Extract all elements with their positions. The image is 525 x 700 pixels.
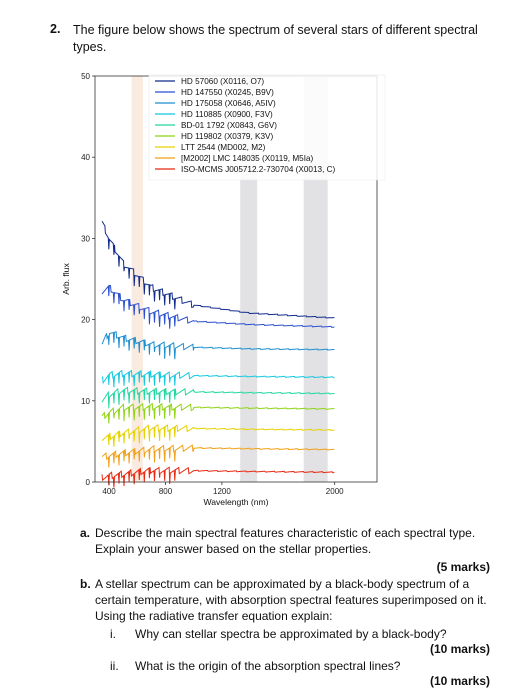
legend-entry: [M2002] LMC 148035 (X0119, M5Ia) <box>181 154 314 163</box>
series-line-1 <box>101 284 335 329</box>
part-a-text: Describe the main spectral features char… <box>95 526 476 556</box>
x-ticks: 400 800 1200 2000 <box>102 482 344 496</box>
y-ticks: 0 10 20 30 40 50 <box>81 72 95 487</box>
series-line-0 <box>101 220 335 319</box>
y-tick-label: 30 <box>81 234 90 243</box>
x-tick-label: 800 <box>159 487 173 496</box>
y-tick-label: 40 <box>81 153 90 162</box>
part-b-i-marks: (10 marks) <box>429 642 490 656</box>
series-line-4 <box>101 386 335 409</box>
legend-entry: LTT 2544 (MD002, M2) <box>181 143 266 152</box>
series-line-8 <box>101 466 335 488</box>
legend-entry: HD 147550 (X0245, B9V) <box>181 88 274 97</box>
part-b-text: A stellar spectrum can be approximated b… <box>95 577 487 623</box>
question-text: The figure below shows the spectrum of s… <box>73 23 478 54</box>
x-tick-label: 2000 <box>326 487 344 496</box>
series-line-3 <box>101 369 335 388</box>
series-line-5 <box>101 402 335 424</box>
part-b-label: b. <box>80 577 91 591</box>
legend-entry: ISO-MCMS J005712.2-730704 (X0013, C) <box>181 165 336 174</box>
y-tick-label: 20 <box>81 316 90 325</box>
y-axis-label: Arb. flux <box>61 263 71 295</box>
legend-entry: HD 57060 (X0116, O7) <box>181 77 264 86</box>
series-line-6 <box>101 424 335 447</box>
series-line-2 <box>101 331 335 360</box>
legend-box <box>148 74 386 181</box>
part-b-i-text: Why can stellar spectra be approximated … <box>135 627 447 641</box>
spectrum-chart: 0 10 20 30 40 50 400 800 1200 2000 Wavelength (n… <box>61 72 386 507</box>
legend: HD 57060 (X0116, O7) HD 147550 (X0245, B9… <box>148 74 386 181</box>
legend-entry: HD 175058 (X0646, A5IV) <box>181 99 276 108</box>
legend-entry: HD 110885 (X0900, F3V) <box>181 110 273 119</box>
legend-entry: HD 119802 (X0379, K3V) <box>181 132 274 141</box>
x-tick-label: 400 <box>102 487 116 496</box>
y-tick-label: 10 <box>81 397 90 406</box>
legend-entry: BD-01 1792 (X0843, G6V) <box>181 121 277 130</box>
series-layer <box>101 220 335 488</box>
part-b-ii-label: ii. <box>110 659 119 673</box>
shaded-band-0 <box>131 76 143 482</box>
x-tick-label: 1200 <box>213 487 231 496</box>
part-b-ii-text: What is the origin of the absorption spe… <box>135 659 401 673</box>
question-number: 2. <box>50 22 61 36</box>
series-line-7 <box>101 444 335 468</box>
y-tick-label: 50 <box>81 72 90 81</box>
part-a-marks: (5 marks) <box>436 560 490 574</box>
y-tick-label: 0 <box>86 478 91 487</box>
part-b-i-label: i. <box>110 627 116 641</box>
part-a-label: a. <box>80 526 91 540</box>
x-axis-label: Wavelength (nm) <box>203 497 268 507</box>
part-b-ii-marks: (10 marks) <box>429 674 490 688</box>
